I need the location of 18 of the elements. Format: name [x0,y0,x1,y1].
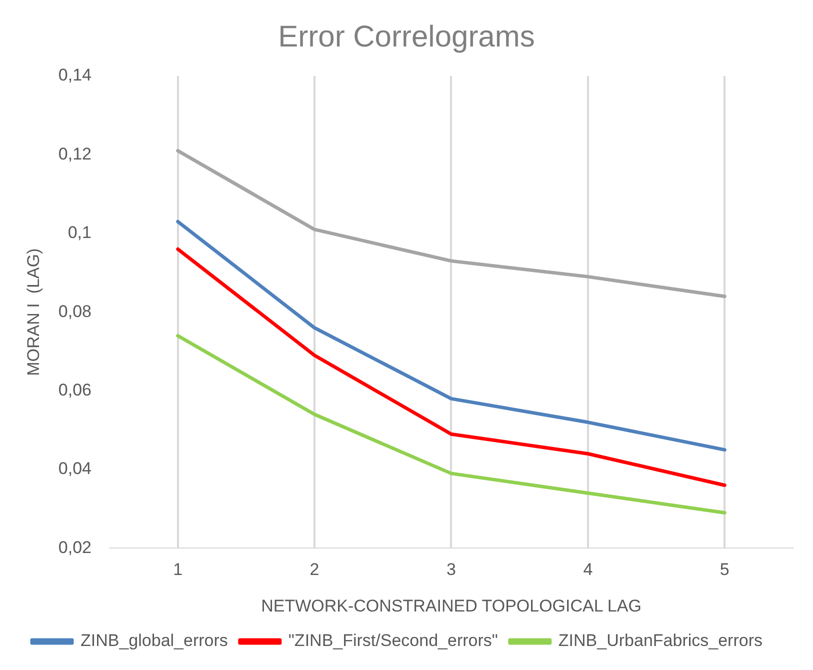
y-tick-label: 0,14 [58,66,92,85]
x-tick-label: 3 [446,560,456,580]
legend-label: "ZINB_First/Second_errors" [288,631,498,650]
legend-label: ZINB_global_errors [80,631,228,650]
y-tick-label: 0,12 [58,144,92,164]
x-tick-label: 1 [173,560,183,580]
y-tick-label: 0,1 [68,223,92,242]
y-tick-label: 0,08 [58,302,92,321]
y-axis-title: MORAN I (LAG) [24,248,43,376]
chart-title: Error Correlograms [278,20,535,54]
x-tick-label: 2 [310,560,320,580]
y-tick-label: 0,02 [58,538,92,557]
legend-label: ZINB_UrbanFabrics_errors [558,631,762,650]
y-tick-label: 0,04 [58,459,92,478]
x-axis-title: NETWORK-CONSTRAINED TOPOLOGICAL LAG [261,596,642,616]
x-tick-label: 5 [720,560,730,580]
y-tick-label: 0,06 [58,380,92,400]
x-tick-label: 4 [583,560,593,580]
